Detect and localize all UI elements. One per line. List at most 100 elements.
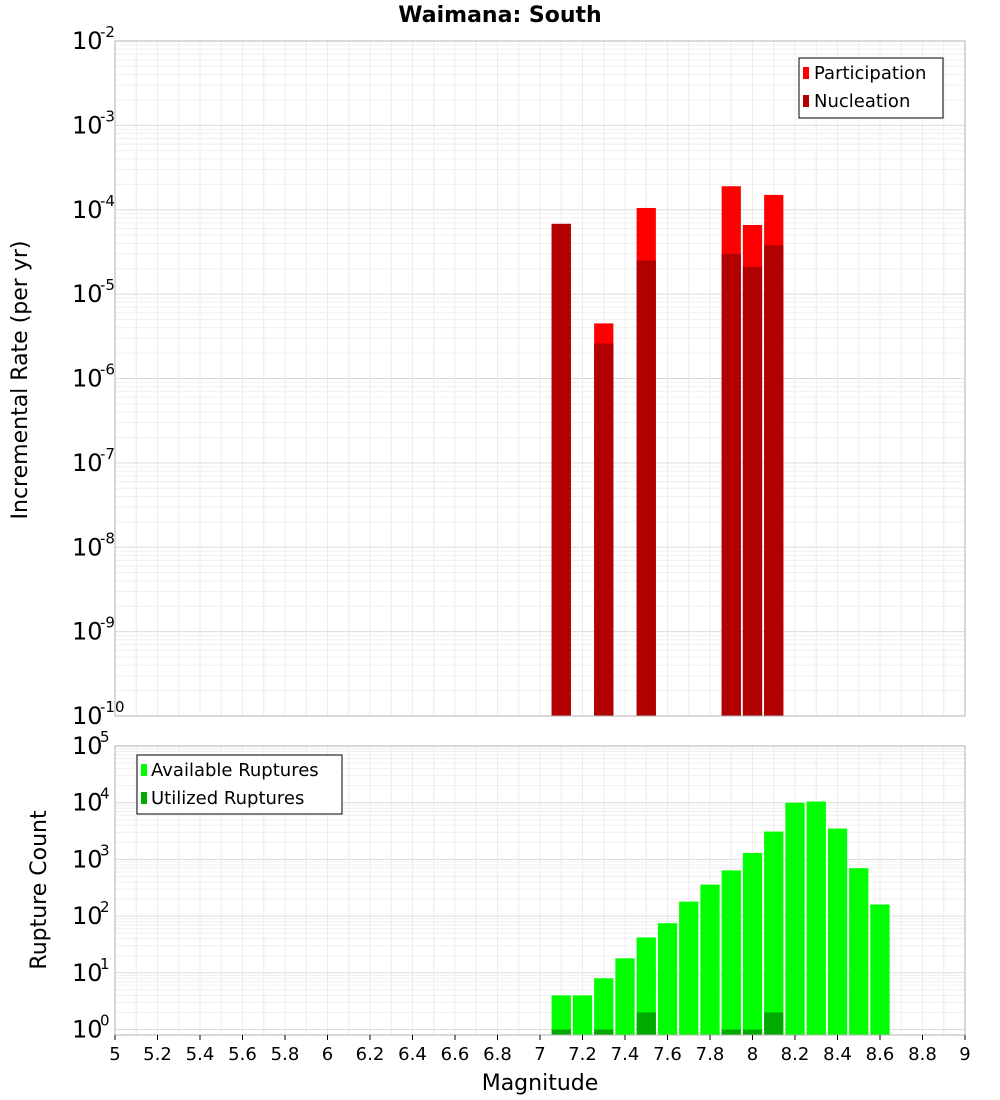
rate-y-tick-label: 10 [72,618,103,646]
rate-y-tick-exponent: -6 [100,361,115,379]
rate-plot-border [114,40,966,717]
utilized-ruptures-bar [742,1029,763,1035]
nucleation-bar [721,253,741,716]
available-ruptures-bar [679,901,699,1035]
available-ruptures-bar [572,995,593,1035]
x-tick-label: 5.2 [143,1044,172,1065]
available-ruptures-bar [785,802,805,1035]
nucleation-bar [636,260,656,716]
x-tick-label: 5.4 [186,1044,215,1065]
x-tick-label: 8 [747,1044,758,1065]
count-y-tick-exponent: 5 [100,728,110,746]
count-bars [551,801,890,1035]
available-ruptures-bar [615,958,635,1035]
rate-y-tick-label: 10 [72,533,103,561]
x-tick-label: 7 [534,1044,545,1065]
chart-title: Waimana: South [398,3,601,28]
count-y-tick-label: 10 [72,902,103,930]
x-tick-label: 7.8 [696,1044,725,1065]
nucleation-bar [594,343,614,716]
count-x-ticks: 5 5.2 5.4 5.6 5.8 6 6.2 6.4 6.6 6.8 7 7.2 7.4 7.6 7.8 8… [109,1035,971,1065]
rate-y-tick-exponent: -2 [100,23,115,41]
legend-swatch-nucleation [803,95,809,107]
x-tick-label: 6.2 [356,1044,385,1065]
rate-y-tick-label: 10 [72,280,103,308]
count-legend: Available Ruptures Utilized Ruptures [136,754,343,815]
nucleation-bar [551,223,571,716]
rate-legend: Participation Nucleation [798,57,944,119]
count-y-tick-exponent: 1 [100,955,110,973]
available-ruptures-bar [636,937,656,1035]
x-tick-label: 7.6 [653,1044,682,1065]
x-tick-label: 6.6 [441,1044,470,1065]
available-ruptures-bar [827,828,848,1035]
rate-bars [551,186,784,717]
utilized-ruptures-bar [764,1012,784,1035]
x-axis-label: Magnitude [482,1071,599,1096]
x-tick-label: 6.8 [483,1044,512,1065]
x-tick-label: 7.2 [568,1044,597,1065]
available-ruptures-bar [594,978,614,1035]
utilized-ruptures-bar [594,1029,614,1035]
available-ruptures-bar [657,923,678,1035]
count-y-tick-exponent: 0 [100,1012,110,1030]
rate-y-tick-exponent: -8 [100,529,115,547]
rate-y-tick-label: 10 [72,365,103,393]
utilized-ruptures-bar [721,1029,741,1035]
rate-y-tick-label: 10 [72,111,103,139]
x-tick-label: 5 [109,1044,120,1065]
rate-y-tick-label: 10 [72,449,103,477]
x-tick-label: 8.6 [866,1044,895,1065]
nucleation-bar [764,245,784,717]
nucleation-bar [742,266,763,716]
count-y-tick-exponent: 4 [100,785,110,803]
rate-y-tick-label: 10 [72,702,103,730]
rate-y-tick-exponent: -7 [100,445,115,463]
legend-label-utilized: Utilized Ruptures [151,788,304,809]
x-tick-label: 8.2 [781,1044,810,1065]
rate-y-tick-exponent: -5 [100,276,115,294]
rate-y-tick-label: 10 [72,27,103,55]
count-y-tick-label: 10 [72,959,103,987]
x-tick-label: 8.8 [908,1044,937,1065]
x-tick-label: 5.8 [271,1044,300,1065]
rate-y-tick-exponent: -4 [100,192,115,210]
rate-y-tick-label: 10 [72,196,103,224]
count-y-tick-label: 10 [72,1016,103,1044]
rate-grid [114,41,966,717]
available-ruptures-bar [742,852,763,1035]
legend-swatch-utilized [141,792,147,804]
legend-swatch-participation [803,67,809,79]
count-y-tick-exponent: 3 [100,841,110,859]
rate-y-tick-exponent: -10 [100,698,125,716]
available-ruptures-bar [721,870,741,1035]
rate-y-tick-exponent: -3 [100,107,115,125]
legend-label-participation: Participation [814,63,926,84]
utilized-ruptures-bar [636,1012,656,1035]
legend-swatch-available [141,764,147,776]
count-y-tick-label: 10 [72,845,103,873]
x-tick-label: 8.4 [823,1044,852,1065]
available-ruptures-bar [551,995,571,1035]
count-y-axis-label: Rupture Count [27,810,52,970]
rate-y-axis-label: Incremental Rate (per yr) [8,241,33,520]
x-tick-label: 7.4 [611,1044,640,1065]
x-tick-label: 6 [322,1044,333,1065]
count-y-tick-label: 10 [72,789,103,817]
count-y-tick-exponent: 2 [100,898,110,916]
available-ruptures-bar [700,884,720,1035]
legend-label-nucleation: Nucleation [814,91,910,112]
legend-label-available: Available Ruptures [151,760,319,781]
available-ruptures-bar [870,904,890,1035]
x-tick-label: 9 [959,1044,970,1065]
x-tick-label: 6.4 [398,1044,427,1065]
utilized-ruptures-bar [551,1029,571,1035]
x-tick-label: 5.6 [228,1044,257,1065]
available-ruptures-bar [806,801,826,1035]
available-ruptures-bar [849,868,869,1035]
